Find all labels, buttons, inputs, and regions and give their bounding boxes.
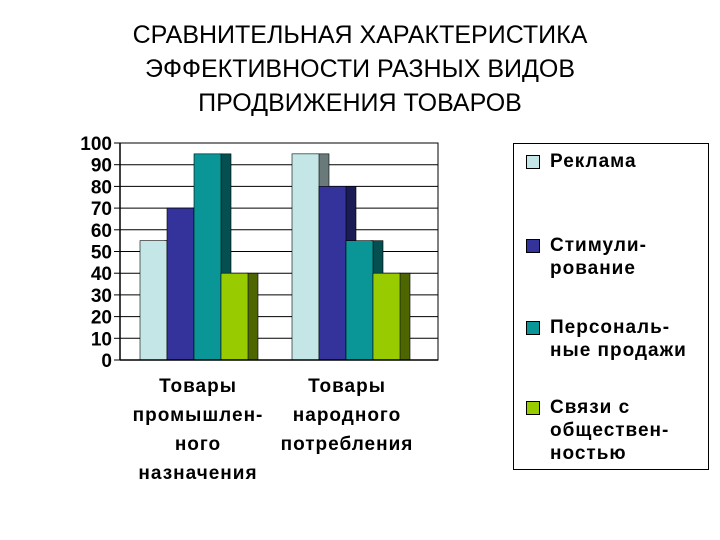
y-tick-label-40: 40	[91, 264, 112, 285]
bar-1-1	[139, 240, 168, 361]
legend-label-1-line-1: Реклама	[550, 151, 637, 172]
legend-swatch-2	[526, 239, 540, 253]
x-category-label-2: Товары народного потребления	[262, 372, 432, 459]
chart-title: СРАВНИТЕЛЬНАЯ ХАРАКТЕРИСТИКА ЭФФЕКТИВНОСТ…	[60, 18, 660, 120]
legend-label-2: Стимули-рование	[550, 234, 720, 280]
x-category-label-2-line-3: потребления	[280, 434, 414, 455]
chart-title-line-3: ПРОДВИЖЕНИЯ ТОВАРОВ	[198, 89, 522, 117]
legend-label-4-line-3: ностью	[550, 443, 627, 464]
x-category-label-2-line-1: Товары	[308, 376, 386, 397]
bar-1-4	[220, 272, 249, 361]
y-tick-label-20: 20	[91, 308, 112, 329]
bar-2-1	[291, 153, 320, 361]
bar-2-3	[345, 240, 374, 361]
legend-swatch-3	[526, 321, 540, 335]
legend: Реклама Стимули-рование Персональ-ные прод…	[513, 143, 709, 470]
y-tick-label-60: 60	[91, 221, 112, 242]
y-tick-label-50: 50	[91, 243, 112, 264]
legend-swatch-4	[526, 401, 540, 415]
x-category-label-2-line-2: народного	[292, 405, 402, 426]
y-tick-label-0: 0	[101, 351, 112, 372]
x-category-label-1-line-2: промышлен-	[132, 405, 264, 426]
x-category-label-1-line-4: назначения	[138, 463, 258, 484]
legend-label-3-line-1: Персональ-	[550, 317, 671, 338]
legend-label-1: Реклама	[550, 150, 720, 173]
x-category-label-1-line-1: Товары	[159, 376, 237, 397]
x-category-label-1: Товары промышлен-ного назначения	[118, 372, 278, 488]
legend-label-2-line-2: рование	[550, 258, 636, 279]
legend-label-3-line-2: ные продажи	[550, 340, 687, 361]
bar-1-2	[166, 207, 195, 361]
y-tick-label-90: 90	[91, 156, 112, 177]
bar-1-3	[193, 153, 222, 361]
legend-label-4-line-1: Связи с	[550, 397, 631, 418]
y-tick-label-80: 80	[91, 177, 112, 198]
y-tick-label-10: 10	[91, 329, 112, 350]
chart-title-line-1: СРАВНИТЕЛЬНАЯ ХАРАКТЕРИСТИКА	[132, 21, 588, 49]
y-tick-label-30: 30	[91, 286, 112, 307]
legend-label-4-line-2: обществен-	[550, 420, 670, 441]
bar-2-4	[372, 272, 401, 361]
legend-label-4: Связи с обществен-ностью	[550, 396, 720, 465]
chart-title-line-2: ЭФФЕКТИВНОСТИ РАЗНЫХ ВИДОВ	[144, 55, 576, 83]
y-tick-label-100: 100	[80, 134, 112, 155]
bar-2-2	[318, 186, 347, 361]
y-tick-label-70: 70	[91, 199, 112, 220]
legend-label-2-line-1: Стимули-	[550, 235, 647, 256]
bars	[139, 153, 411, 361]
legend-swatch-1	[526, 155, 540, 169]
legend-label-3: Персональ-ные продажи	[550, 316, 720, 362]
x-category-label-1-line-3: ного	[174, 434, 222, 455]
